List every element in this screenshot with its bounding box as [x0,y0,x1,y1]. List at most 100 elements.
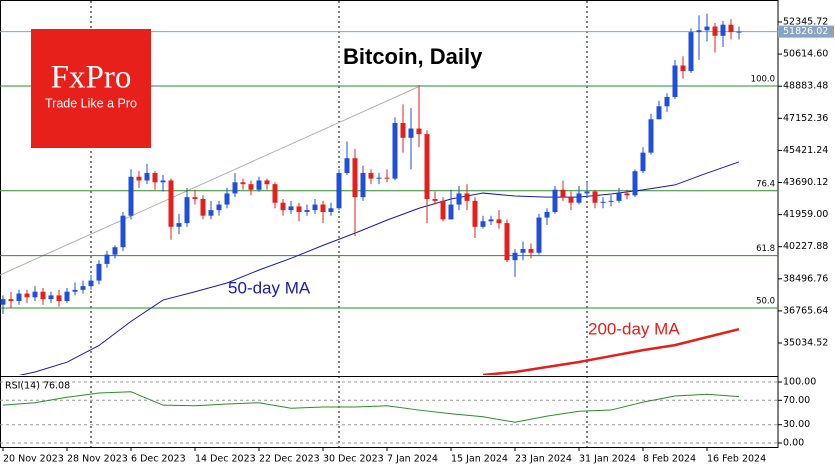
candle-body [392,122,398,179]
y-tick-label: 52345.72 [783,16,828,27]
candle-body [40,291,46,300]
candle-body [328,208,334,212]
candle-body [552,189,558,212]
candle-body [104,254,110,264]
candle-body [728,24,734,33]
candle-body [48,295,54,300]
y-tick-label: 48883.48 [783,81,828,92]
candle-body [120,215,126,248]
candle-body [520,249,526,253]
candle-body [264,180,270,185]
candle-body [536,217,542,253]
candle-body [384,177,390,179]
candle-body [688,32,694,72]
candle-body [32,291,38,298]
candle-body [416,128,422,135]
candle-body [168,180,174,227]
candle-body [312,204,318,211]
candle-body [96,263,102,281]
fib-label: 100.0 [751,75,775,85]
rsi-tick-label: 70.00 [783,395,810,406]
y-tick-label: 45421.24 [783,145,828,156]
candle-body [608,200,614,202]
candle-body [336,173,342,209]
candle-body [112,247,118,255]
candle-body [680,65,686,72]
x-tick-label: 15 Jan 2024 [451,454,508,465]
x-tick-label: 30 Dec 2023 [323,454,384,465]
candle-body [576,193,582,203]
candle-body [424,134,430,199]
candle-body [192,197,198,199]
x-tick-label: 22 Dec 2023 [259,454,320,465]
x-tick-label: 31 Jan 2024 [579,454,636,465]
rsi-tick-label: 0.00 [783,437,804,448]
ma-200 [482,327,740,375]
overlay-label: 50-day MA [228,278,311,297]
candle-body [56,295,62,301]
logo-tagline: Trade Like a Pro [45,96,137,110]
y-tick-label: 40227.88 [783,241,828,252]
last-price-box [778,25,834,38]
candle-body [440,200,446,220]
y-tick-label: 35034.52 [783,337,828,348]
rsi-tick-label: 30.00 [783,419,810,430]
candle-body [512,252,518,261]
x-tick-label: 16 Feb 2024 [707,454,766,465]
candle-body [480,221,486,227]
candle-body [696,30,702,33]
candle-body [488,219,494,222]
y-tick-label: 38496.76 [783,273,828,284]
candle-body [16,293,22,301]
candle-body [664,97,670,107]
candle-body [368,173,374,179]
candle-body [200,198,206,216]
x-tick-label: 8 Feb 2024 [643,454,696,465]
month-separators [90,1,588,447]
rsi-tick-label: 100.00 [783,377,816,388]
last-price-label: 51826.02 [783,26,828,37]
candle-body [136,176,142,181]
overlay-label: 200-day MA [588,319,680,338]
x-tick-label: 28 Nov 2023 [67,454,128,465]
candle-body [672,65,678,98]
rsi-panel [0,381,778,444]
x-tick-label: 23 Jan 2024 [515,454,572,465]
fib-label: 50.0 [756,297,775,307]
y-tick-label: 50614.60 [783,49,828,60]
y-tick-label: 41959.00 [783,209,828,220]
candle-body [152,173,158,183]
candle-body [256,180,262,190]
candle-body [584,191,590,194]
candle-body [600,201,606,203]
candle-body [376,177,382,179]
candle-body [280,202,286,211]
candle-body [472,200,478,227]
candle-body [248,184,254,190]
candle-body [640,152,646,172]
candle-body [88,280,94,287]
candle-body [408,128,414,138]
y-tick-label: 47152.36 [783,113,828,124]
logo-brand: FxPro [51,60,132,96]
candle-body [568,197,574,203]
candle-body [448,204,454,220]
candle-body [464,193,470,201]
candle-body [72,289,78,292]
fib-label: 76.4 [756,179,775,189]
logo-box [31,29,151,148]
candle-body [352,158,358,198]
axes: 52345.72 50614.60 48883.48 47152.36 45421.24… [2,16,834,465]
candle-body [736,31,742,33]
candle-body [648,119,654,153]
candle-body [184,197,190,224]
candle-body [360,173,366,198]
y-tick-label: 43690.12 [783,177,828,188]
candle-body [160,180,166,183]
x-tick-label: 14 Dec 2023 [195,454,256,465]
candle-body [272,184,278,203]
candle-body [0,299,6,305]
candle-body [704,26,710,31]
